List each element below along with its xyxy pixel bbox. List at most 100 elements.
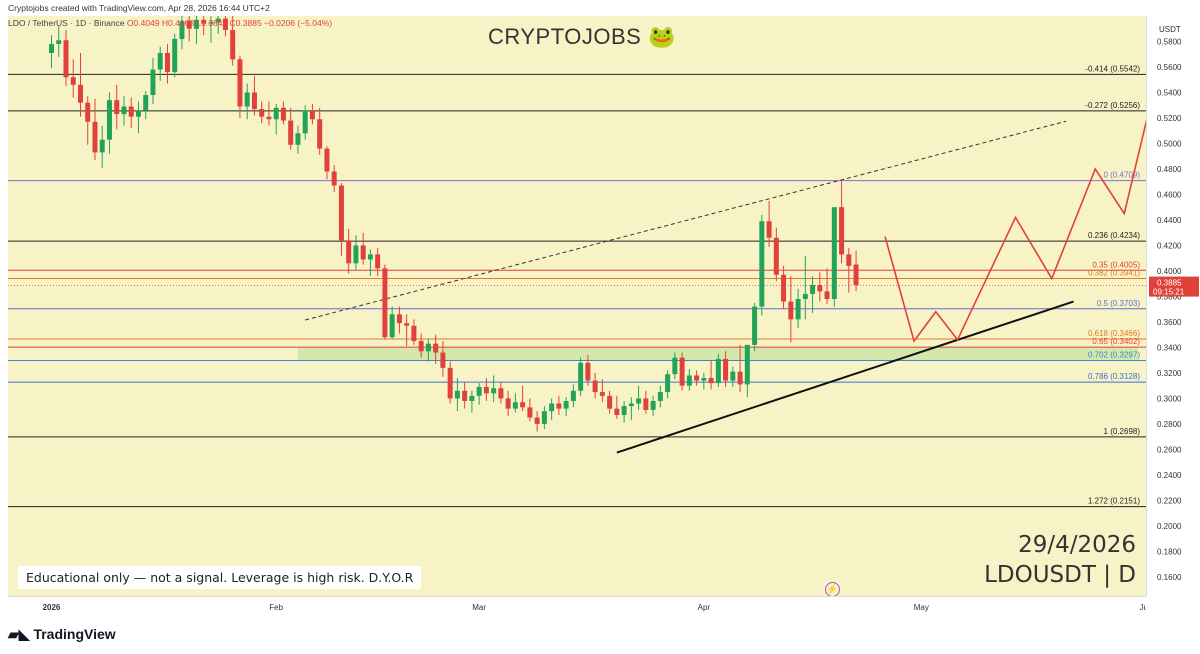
candle	[208, 16, 214, 43]
chart-svg[interactable]: -0.414 (0.5542) -0.272 (0.5256) 0 (0.4709)…	[8, 16, 1146, 596]
fib-label: 0.65 (0.3402)	[1092, 337, 1140, 346]
candle-body	[628, 403, 634, 407]
candle	[295, 125, 301, 154]
candle	[244, 83, 250, 120]
candle-body	[411, 325, 417, 342]
candle-body	[585, 362, 591, 381]
candle-body	[527, 407, 533, 418]
candle-body	[657, 392, 663, 401]
candle-body	[491, 388, 497, 394]
candle	[251, 75, 257, 116]
chart-area[interactable]: -0.414 (0.5542) -0.272 (0.5256) 0 (0.4709)…	[8, 16, 1146, 596]
candle-body	[324, 148, 330, 172]
candle-body	[404, 323, 410, 326]
candle	[411, 319, 417, 345]
tradingview-logo[interactable]: ▰◣ TradingView	[8, 626, 116, 643]
candle	[396, 306, 402, 334]
candle	[280, 101, 286, 125]
candle	[143, 91, 149, 120]
candle	[701, 372, 707, 390]
candle-body	[839, 207, 845, 255]
candle	[853, 250, 859, 292]
creator-line: Cryptojobs created with TradingView.com,…	[8, 3, 270, 13]
candle-body	[672, 357, 678, 375]
candle-body	[360, 245, 366, 260]
candle	[273, 103, 279, 135]
candle-body	[259, 109, 265, 117]
fib-label: 0.5 (0.3703)	[1097, 299, 1140, 308]
candle	[447, 361, 453, 404]
symbol-name: LDO / TetherUS · 1D · Binance	[8, 18, 125, 28]
candle-body	[520, 402, 526, 408]
ohlc-low: L0.3843	[196, 18, 228, 28]
candle-body	[215, 18, 221, 23]
candle	[186, 16, 192, 42]
candle-body	[367, 254, 373, 260]
current-price-value: 0.3885	[1157, 279, 1182, 288]
candle-body	[679, 357, 685, 386]
candle	[462, 381, 468, 409]
candle-body	[665, 374, 671, 393]
candle	[172, 33, 178, 78]
candle-body	[498, 388, 504, 399]
candle-body	[157, 52, 163, 70]
candle-body	[425, 343, 431, 352]
candle-body	[556, 403, 562, 409]
candle-body	[56, 40, 62, 45]
candle	[694, 370, 700, 386]
fib-label: 0.382 (0.3941)	[1088, 268, 1140, 277]
price-tick: 0.2200	[1157, 496, 1182, 505]
candle	[382, 264, 388, 340]
candle	[367, 249, 373, 277]
candle-body	[824, 291, 830, 299]
candle-body	[295, 133, 301, 145]
lightning-icon[interactable]: ⚡	[825, 582, 840, 596]
candle-body	[179, 21, 185, 39]
candle	[781, 265, 787, 310]
candle-body	[766, 221, 772, 238]
candle	[164, 44, 170, 84]
big-pair: LDOUSDT | D	[984, 562, 1136, 588]
candle-body	[614, 408, 620, 415]
currency-label: USDT	[1159, 25, 1181, 34]
candle	[346, 228, 352, 274]
candle-body	[578, 362, 584, 391]
price-tick: 0.5400	[1157, 88, 1182, 97]
price-tick: 0.1600	[1157, 573, 1182, 582]
candle	[92, 98, 98, 161]
candle-body	[172, 38, 178, 73]
price-axis[interactable]: USDT 0.5800 0.5600 0.5400 0.5200 0.5000 0.4800…	[1146, 16, 1200, 596]
candle	[498, 381, 504, 404]
price-tick: 0.5600	[1157, 63, 1182, 72]
price-tick: 0.2400	[1157, 471, 1182, 480]
candle	[599, 379, 605, 403]
candle	[643, 390, 649, 414]
support-trendline	[616, 300, 1074, 454]
fib-label: 0.702 (0.3297)	[1088, 351, 1140, 360]
candle	[614, 395, 620, 419]
candle	[505, 390, 511, 417]
candle	[585, 355, 591, 386]
candle-body	[570, 390, 576, 401]
candle	[222, 16, 228, 37]
candle-body	[375, 254, 381, 269]
price-tick: 0.3000	[1157, 394, 1182, 403]
candle-body	[222, 18, 228, 31]
candle	[230, 16, 236, 66]
candle-body	[331, 171, 337, 186]
candle-body	[549, 403, 555, 412]
candle-body	[164, 52, 170, 73]
candle-body	[121, 106, 127, 115]
time-axis-svg: 2026 Feb Mar Apr May Jun	[43, 603, 1153, 612]
candle	[628, 397, 634, 421]
candle	[237, 55, 243, 118]
candle	[730, 366, 736, 387]
time-axis[interactable]: 2026 Feb Mar Apr May Jun	[8, 596, 1153, 617]
candle	[360, 232, 366, 265]
candle	[556, 395, 562, 415]
symbol-legend: LDO / TetherUS · 1D · Binance O0.4049 H0…	[8, 18, 332, 28]
fib-label: 0.236 (0.4234)	[1088, 231, 1140, 240]
candle-body	[694, 375, 700, 381]
ohlc-high: H0.4163	[161, 18, 195, 28]
candle	[375, 248, 381, 277]
